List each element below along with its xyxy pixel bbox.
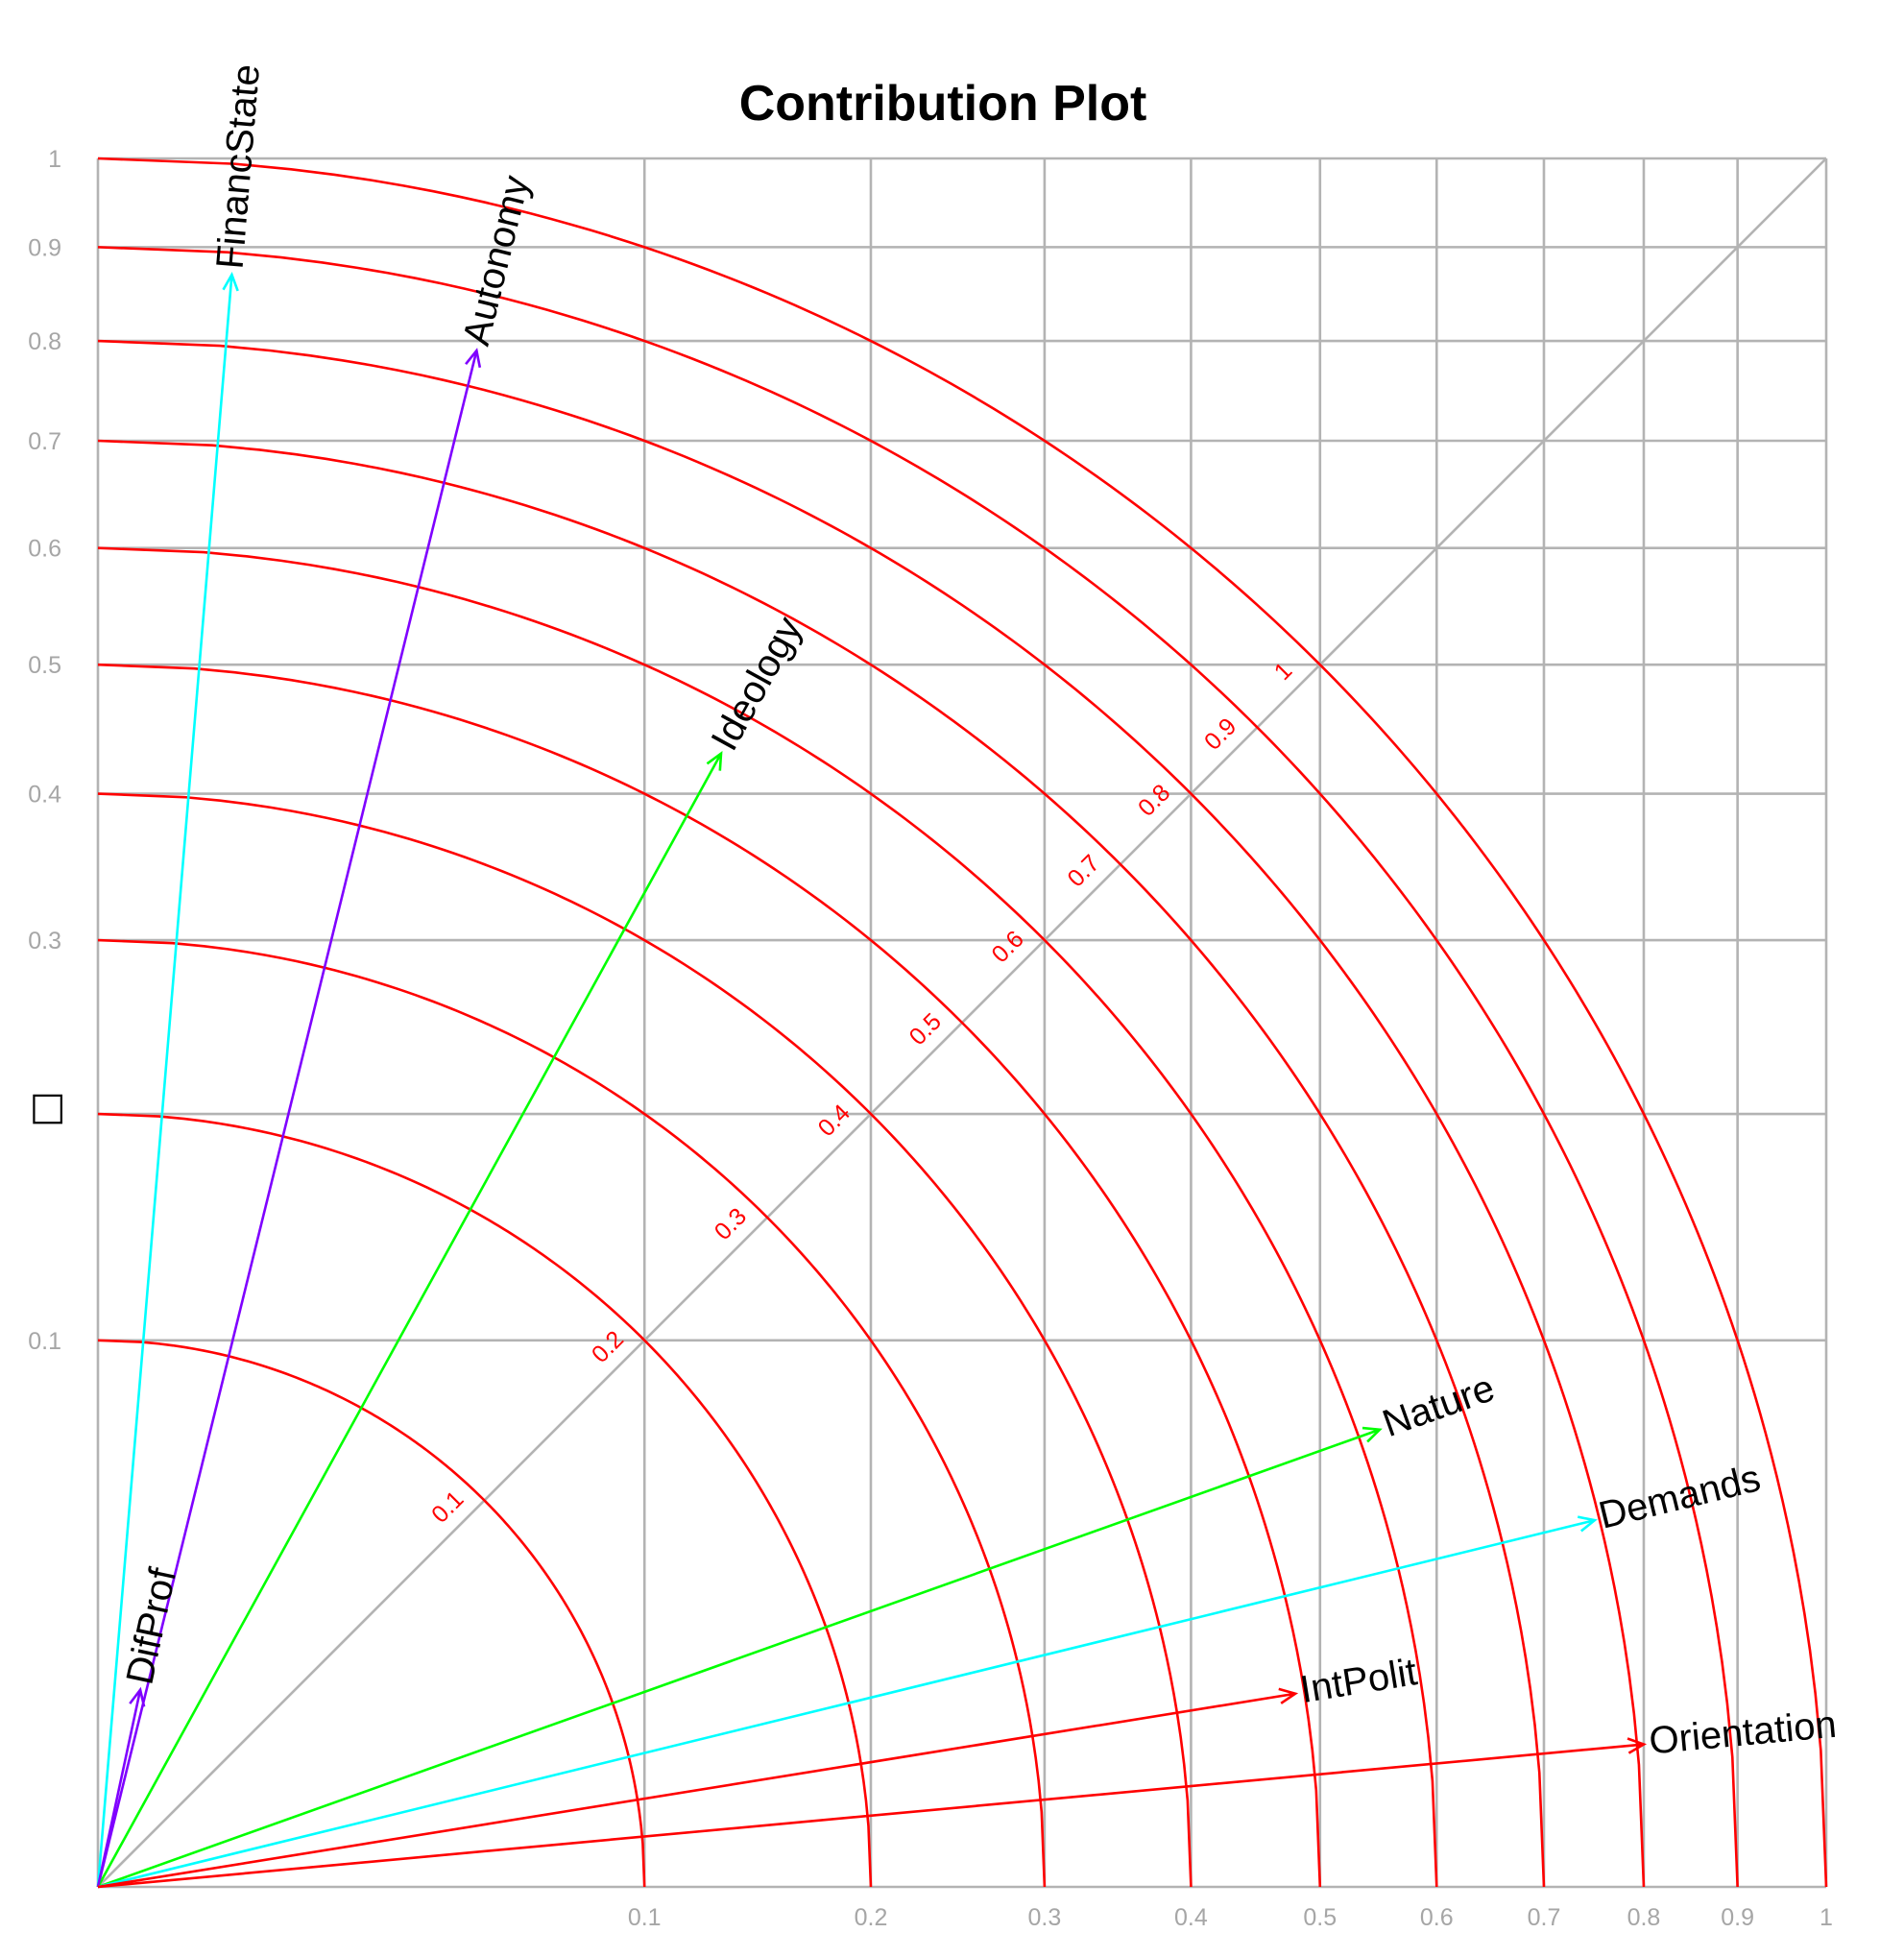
contribution-circle [97, 439, 1546, 1888]
arrow-head [222, 272, 239, 292]
variable-label: DifProf [119, 1563, 185, 1688]
variable-arrows [96, 272, 1648, 1889]
variable-label: Orientation [1648, 1703, 1839, 1763]
x-tick-label: 0.6 [1420, 1904, 1454, 1931]
arrow-shaft [96, 1689, 142, 1888]
y-tick-label: 0.8 [28, 328, 61, 355]
arrow-shaft [97, 1428, 1381, 1889]
y-tick-label: 0.7 [28, 428, 61, 455]
x-tick-label: 0.8 [1627, 1904, 1661, 1931]
y-tick-label: 0.9 [28, 234, 61, 261]
arrow-head [465, 348, 482, 369]
arrow-shaft [97, 1743, 1645, 1889]
variable-label: FinancState [209, 62, 269, 270]
arrow-shaft [97, 1692, 1296, 1889]
x-tick-label: 0.5 [1303, 1904, 1337, 1931]
variable-label: Demands [1595, 1457, 1765, 1536]
contribution-circle [97, 339, 1646, 1888]
x-tick-label: 1 [1820, 1904, 1833, 1931]
x-tick-label: 0.3 [1028, 1904, 1062, 1931]
y-tick-label: 0.4 [28, 782, 61, 809]
contribution-circle [97, 157, 1828, 1888]
x-tick-label: 0.7 [1528, 1904, 1561, 1931]
contribution-circles [97, 157, 1828, 1888]
arrow-head [1627, 1737, 1648, 1754]
x-tick-label: 0.4 [1174, 1904, 1208, 1931]
y-tick-label: 0.1 [28, 1328, 61, 1355]
contribution-circle [97, 663, 1322, 1888]
arrow-shaft [96, 274, 233, 1888]
contribution-circle [97, 792, 1193, 1888]
y-tick-label: 0.5 [28, 652, 61, 679]
arrow-head [1278, 1687, 1299, 1704]
y-tick-label: 0.6 [28, 536, 61, 563]
variable-label: Nature [1377, 1366, 1500, 1445]
arrow-shaft [96, 350, 478, 1888]
chart-labels: 0.10.20.30.40.50.60.70.80.910.1 0.2 0.3 0.4… [28, 62, 1838, 1931]
arrow-head [1577, 1515, 1598, 1533]
x-tick-label: 0.9 [1721, 1904, 1754, 1931]
chart-title: Contribution Plot [739, 76, 1147, 132]
grid-lines [96, 157, 1828, 1889]
arrow-head [1362, 1426, 1383, 1443]
contribution-circle [97, 1112, 873, 1888]
arrow-head [706, 750, 723, 771]
x-tick-label: 0.1 [628, 1904, 662, 1931]
contribution-circle [97, 546, 1438, 1888]
arrow-shaft [97, 1518, 1596, 1889]
variable-label: IntPolit [1297, 1651, 1420, 1711]
arrow-shaft [96, 753, 723, 1888]
y-tick-label: 1 [48, 146, 61, 173]
contribution-circle [97, 938, 1047, 1888]
circle-label: 1 [1269, 657, 1298, 686]
arrow-head [129, 1686, 146, 1707]
y-tick-label: 0.3 [28, 928, 61, 954]
contribution-circle [97, 1339, 646, 1888]
x-tick-label: 0.2 [855, 1904, 888, 1931]
contribution-circle [97, 246, 1739, 1888]
variable-label: Ideology [703, 610, 809, 758]
y-axis-label: □ [23, 1091, 67, 1127]
